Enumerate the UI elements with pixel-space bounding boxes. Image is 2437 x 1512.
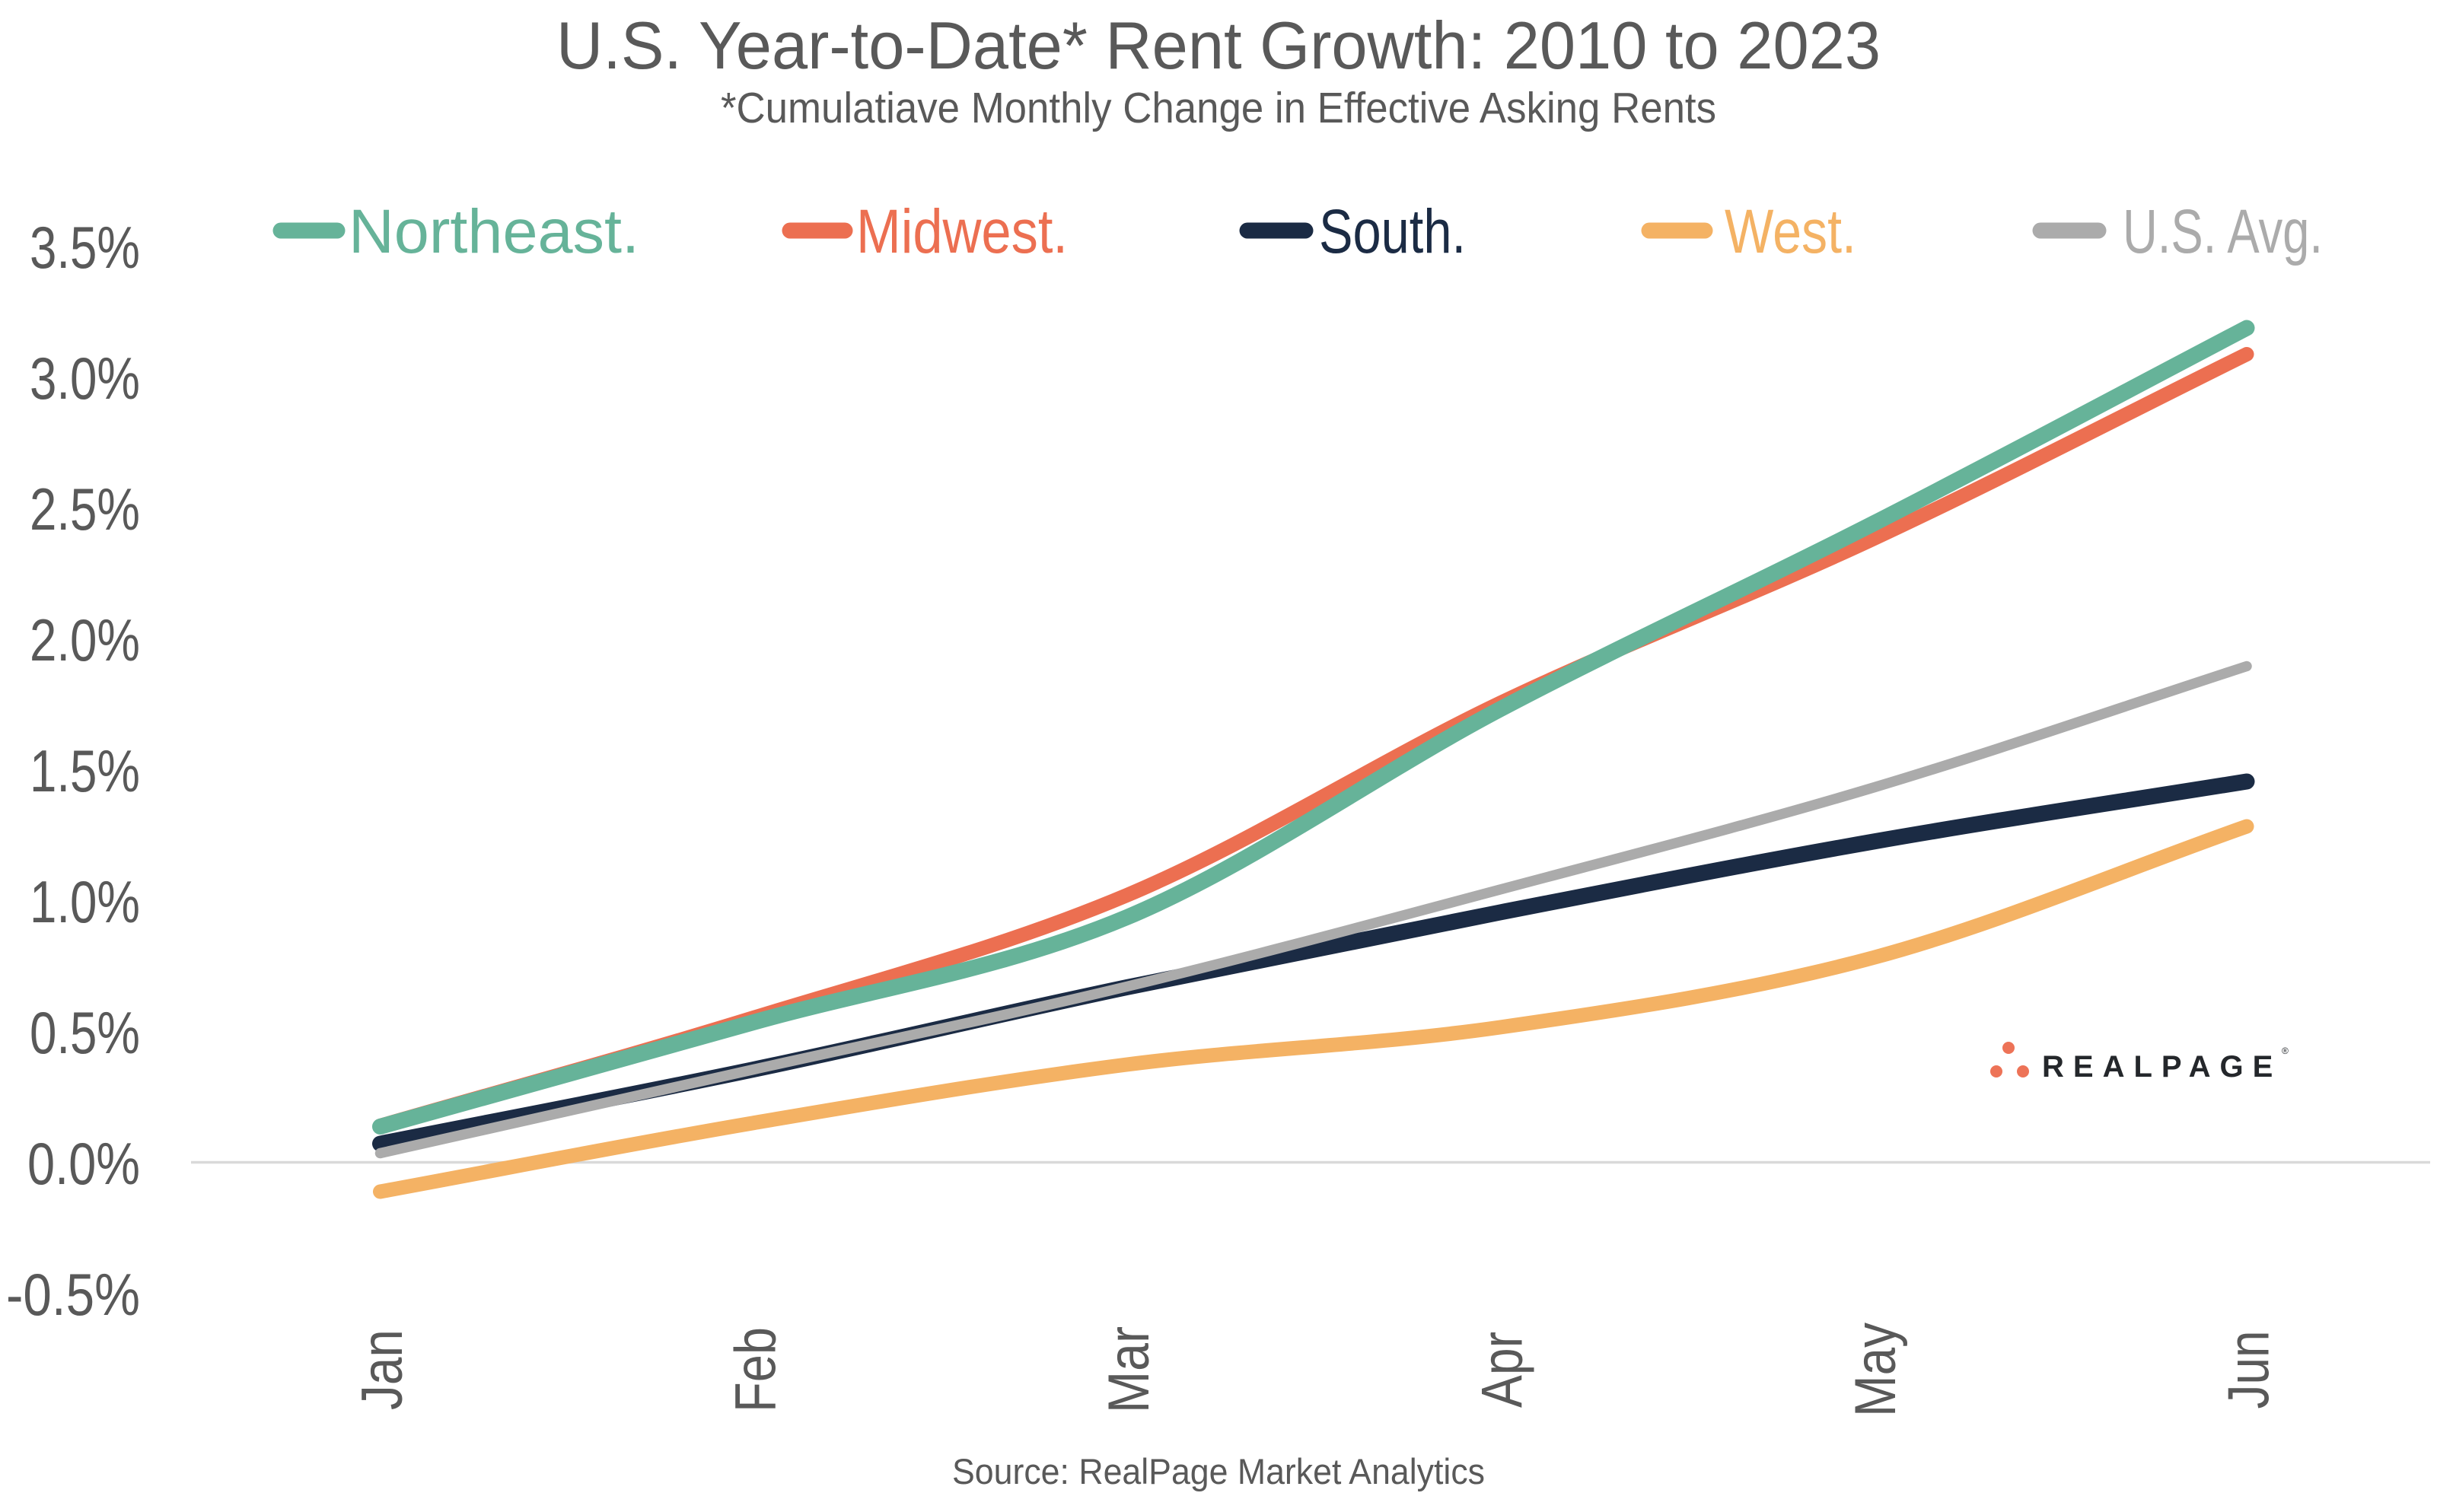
svg-text:U.S. Avg.: U.S. Avg. bbox=[2123, 197, 2323, 266]
svg-text:1.0%: 1.0% bbox=[30, 868, 140, 935]
svg-text:South.: South. bbox=[1319, 197, 1466, 266]
svg-text:2.0%: 2.0% bbox=[30, 606, 140, 673]
svg-text:3.5%: 3.5% bbox=[30, 214, 140, 281]
svg-text:Mar: Mar bbox=[1097, 1326, 1161, 1413]
svg-text:3.0%: 3.0% bbox=[30, 345, 140, 412]
svg-text:REALPAGE: REALPAGE bbox=[2042, 1050, 2282, 1084]
svg-text:U.S. Year-to-Date* Rent Growth: U.S. Year-to-Date* Rent Growth: 2010 to … bbox=[556, 8, 1881, 83]
svg-text:®: ® bbox=[2282, 1046, 2289, 1056]
svg-text:Source: RealPage Market Analyt: Source: RealPage Market Analytics bbox=[952, 1451, 1485, 1491]
svg-text:Northeast.: Northeast. bbox=[349, 197, 639, 266]
svg-text:Apr: Apr bbox=[1470, 1332, 1535, 1408]
svg-text:Midwest.: Midwest. bbox=[856, 197, 1068, 266]
svg-text:Jun: Jun bbox=[2217, 1331, 2282, 1409]
svg-text:May: May bbox=[1843, 1323, 1908, 1417]
svg-text:West.: West. bbox=[1725, 197, 1856, 266]
svg-text:1.5%: 1.5% bbox=[30, 737, 140, 804]
svg-text:Jan: Jan bbox=[350, 1329, 415, 1410]
svg-text:-0.5%: -0.5% bbox=[6, 1261, 140, 1328]
svg-text:2.5%: 2.5% bbox=[30, 476, 140, 543]
svg-text:0.0%: 0.0% bbox=[27, 1130, 140, 1197]
svg-text:Feb: Feb bbox=[724, 1327, 788, 1412]
svg-text:*Cumulatiave Monthly Change in: *Cumulatiave Monthly Change in Effective… bbox=[721, 84, 1716, 132]
svg-text:0.5%: 0.5% bbox=[30, 999, 140, 1066]
